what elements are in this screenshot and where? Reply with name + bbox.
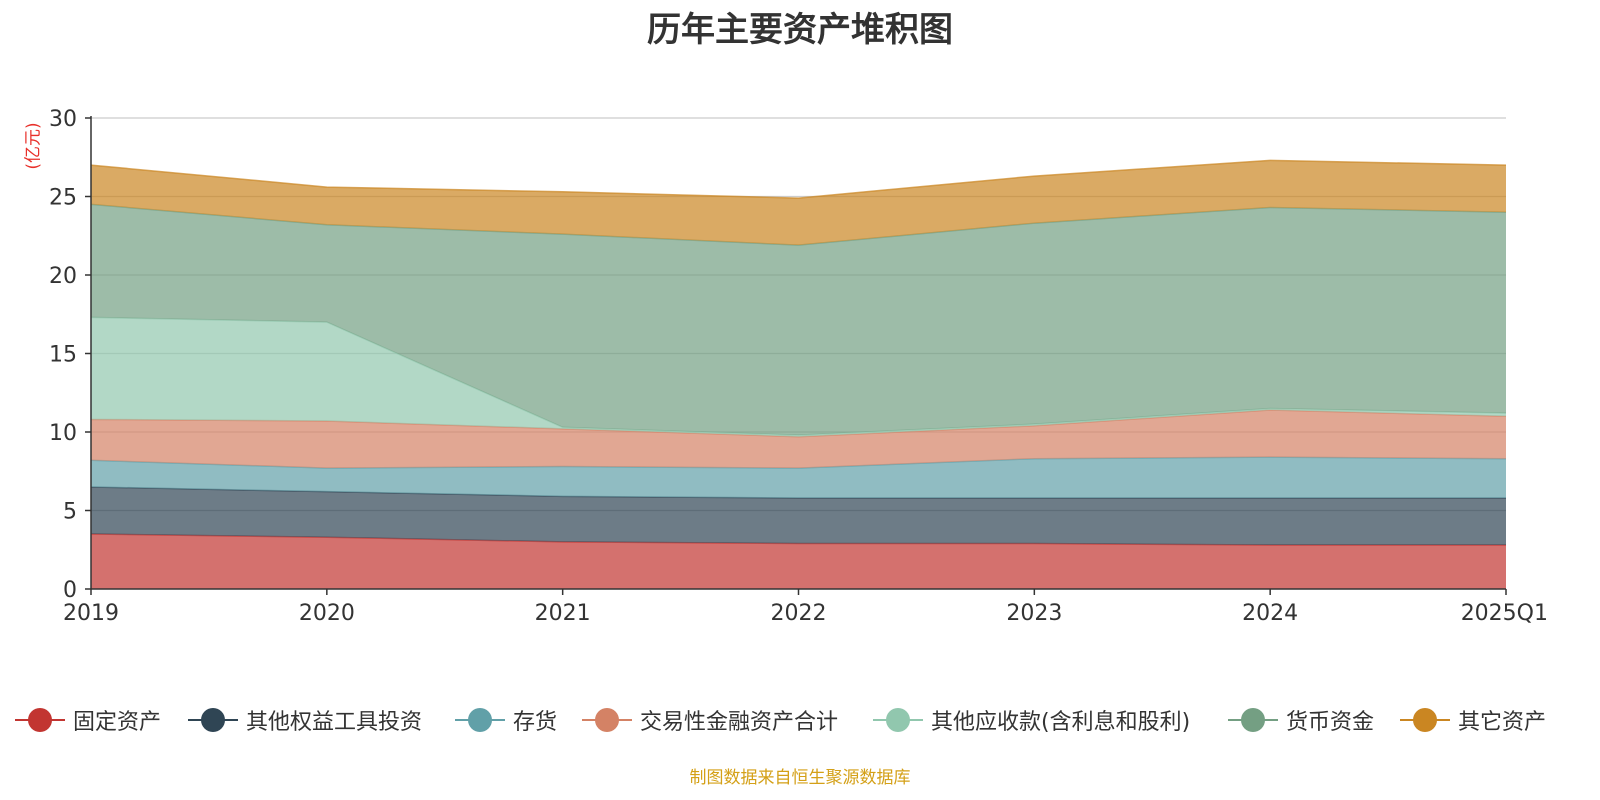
stacked-area-chart: 0 5 10 15 20 25 30 2019 2020 2021 2022 2023 2024 202… <box>49 107 1548 626</box>
legend-item-6[interactable]: 货币资金 <box>1228 702 1374 738</box>
legend-marker-icon <box>1228 708 1278 732</box>
x-tick-label: 2021 <box>535 601 591 626</box>
x-tick-label: 2023 <box>1006 601 1062 626</box>
y-tick-label: 5 <box>63 500 77 525</box>
x-tick-label: 2025Q1 <box>1461 601 1548 626</box>
x-axis-ticks: 2019 2020 2021 2022 2023 2024 2025Q1 <box>63 589 1548 626</box>
legend-item-5[interactable]: 其他应收款(含利息和股利) <box>873 702 1190 738</box>
legend: 固定资产 其他权益工具投资 存货 交易性金融资产合计 其他应收款(含利息和股利) 货币资金… <box>0 702 1600 738</box>
legend-marker-icon <box>455 708 505 732</box>
legend-marker-icon <box>582 708 632 732</box>
legend-label: 固定资产 <box>73 710 162 735</box>
area-series-5 <box>91 317 1506 437</box>
legend-item-3[interactable]: 存货 <box>455 702 557 738</box>
area-series-1 <box>91 534 1506 589</box>
data-source-note: 制图数据来自恒生聚源数据库 <box>689 768 911 788</box>
y-tick-label: 15 <box>49 343 77 368</box>
legend-label: 存货 <box>513 710 558 735</box>
y-tick-label: 10 <box>49 421 77 446</box>
y-axis-ticks: 0 5 10 15 20 25 30 <box>49 107 91 603</box>
y-tick-label: 20 <box>49 264 77 289</box>
area-series-4 <box>91 410 1506 469</box>
y-tick-label: 30 <box>49 107 77 132</box>
legend-label: 其他权益工具投资 <box>246 710 423 735</box>
area-series-6 <box>91 204 1506 436</box>
legend-item-2[interactable]: 其他权益工具投资 <box>188 702 422 738</box>
x-tick-label: 2024 <box>1242 601 1298 626</box>
legend-marker-icon <box>1400 708 1450 732</box>
chart-title: 历年主要资产堆积图 <box>647 10 953 50</box>
legend-marker-icon <box>873 708 923 732</box>
legend-marker-icon <box>188 708 238 732</box>
legend-item-4[interactable]: 交易性金融资产合计 <box>582 702 838 738</box>
area-series-2 <box>91 486 1506 546</box>
y-tick-label: 0 <box>63 578 77 603</box>
legend-label: 其它资产 <box>1458 710 1547 735</box>
legend-marker-icon <box>15 708 65 732</box>
x-tick-label: 2020 <box>299 601 355 626</box>
area-series <box>90 159 1507 589</box>
legend-label: 交易性金融资产合计 <box>640 710 839 735</box>
legend-label: 其他应收款(含利息和股利) <box>931 710 1191 735</box>
legend-item-7[interactable]: 其它资产 <box>1400 702 1546 738</box>
x-tick-label: 2019 <box>63 601 119 626</box>
y-tick-label: 25 <box>49 186 77 211</box>
series-line-7 <box>90 159 1507 199</box>
x-tick-label: 2022 <box>771 601 827 626</box>
legend-item-1[interactable]: 固定资产 <box>15 702 161 738</box>
area-series-7 <box>91 160 1506 246</box>
legend-label: 货币资金 <box>1286 710 1375 735</box>
